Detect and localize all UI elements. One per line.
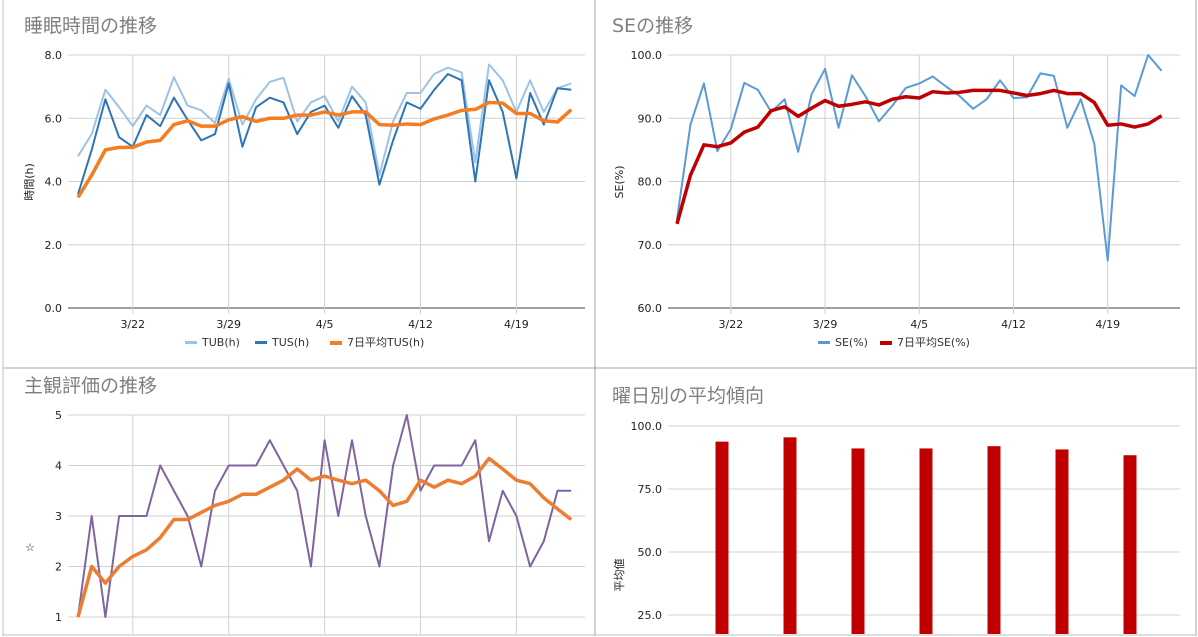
y-tick-label: 8.0: [45, 49, 63, 62]
x-tick-label: 3/22: [120, 318, 145, 331]
y-tick-label: 70.0: [638, 239, 663, 252]
x-tick-label: 3/29: [216, 318, 241, 331]
y-tick-label: 100.0: [631, 420, 663, 433]
x-tick-label: 4/19: [504, 318, 529, 331]
legend-label[interactable]: 7日平均SE(%): [897, 336, 970, 349]
y-tick-label: 50.0: [638, 546, 663, 559]
x-tick-label: 3/29: [813, 318, 838, 331]
y-tick-label: 100.0: [631, 49, 663, 62]
bar-0: [715, 441, 729, 634]
chart-title-subjective: 主観評価の推移: [24, 375, 157, 397]
chart-title-se: SEの推移: [612, 15, 693, 37]
y-tick-label: 75.0: [638, 483, 663, 496]
y-tick-label: 2: [55, 561, 62, 574]
legend-swatch: [255, 341, 267, 344]
legend-swatch: [330, 341, 342, 345]
y-tick-label: 0.0: [45, 302, 63, 315]
chart-title-sleep-time: 睡眠時間の推移: [24, 15, 157, 37]
x-tick-label: 3/22: [718, 318, 743, 331]
y-tick-label: 90.0: [638, 112, 663, 125]
legend-label[interactable]: TUB(h): [201, 336, 240, 349]
y-tick-label: 3: [55, 510, 62, 523]
bar-5: [1055, 449, 1069, 634]
y-tick-label: 5: [55, 409, 62, 422]
y-tick-label: 1: [55, 611, 62, 624]
legend-swatch: [818, 341, 830, 344]
x-tick-label: 4/12: [1001, 318, 1026, 331]
y-axis-label-weekday: 平均値: [613, 559, 626, 592]
bar-6: [1123, 455, 1137, 634]
legend-swatch: [880, 341, 892, 345]
x-tick-label: 4/19: [1095, 318, 1120, 331]
y-axis-label-sleep: 時間(h): [23, 163, 36, 201]
y-axis-label-subjective: ☆: [25, 541, 35, 554]
legend-label[interactable]: 7日平均TUS(h): [347, 336, 424, 349]
chart-title-weekday: 曜日別の平均傾向: [612, 385, 764, 407]
x-tick-label: 4/5: [316, 318, 334, 331]
y-tick-label: 60.0: [638, 302, 663, 315]
legend-swatch: [185, 341, 197, 344]
x-tick-label: 4/12: [408, 318, 433, 331]
legend-label[interactable]: TUS(h): [271, 336, 309, 349]
y-tick-label: 25.0: [638, 609, 663, 622]
legend-label[interactable]: SE(%): [835, 336, 868, 349]
x-tick-label: 4/5: [910, 318, 928, 331]
y-tick-label: 2.0: [45, 239, 63, 252]
y-axis-label-se: SE(%): [613, 166, 626, 199]
y-tick-label: 80.0: [638, 176, 663, 189]
bar-3: [919, 448, 933, 634]
y-tick-label: 4.0: [45, 176, 63, 189]
y-tick-label: 6.0: [45, 112, 63, 125]
bar-4: [987, 446, 1001, 634]
y-tick-label: 4: [55, 460, 62, 473]
bar-2: [851, 448, 865, 634]
bar-1: [783, 437, 797, 634]
